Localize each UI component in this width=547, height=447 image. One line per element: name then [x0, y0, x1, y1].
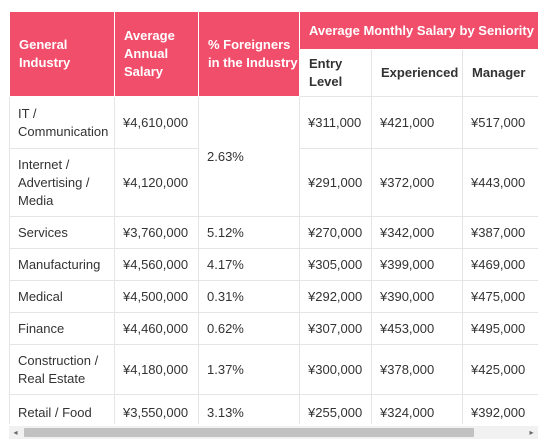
cell-experienced: ¥421,000 [371, 96, 463, 149]
table-row: Medical ¥4,500,000 0.31% ¥292,000 ¥390,0… [9, 280, 538, 313]
table-row: Services ¥3,760,000 5.12% ¥270,000 ¥342,… [9, 216, 538, 249]
cell-experienced: ¥342,000 [371, 216, 463, 249]
salary-table: General Industry Average Annual Salary %… [9, 11, 538, 424]
cell-entry: ¥307,000 [299, 312, 372, 345]
cell-entry: ¥311,000 [299, 96, 372, 149]
cell-manager: ¥517,000 [462, 96, 538, 149]
cell-experienced: ¥372,000 [371, 148, 463, 217]
scroll-right-arrow-icon[interactable]: ▸ [529, 428, 534, 437]
cell-experienced: ¥324,000 [371, 394, 463, 424]
cell-annual: ¥3,760,000 [114, 216, 199, 249]
cell-manager: ¥475,000 [462, 280, 538, 313]
cell-annual: ¥4,610,000 [114, 96, 199, 149]
cell-entry: ¥255,000 [299, 394, 372, 424]
header-monthly-salary-group: Average Monthly Salary by Seniority [299, 11, 538, 50]
header-average-annual-salary: Average Annual Salary [114, 11, 199, 97]
cell-foreigners: 5.12% [198, 216, 300, 249]
cell-foreigners: 3.13% [198, 394, 300, 424]
cell-annual: ¥4,500,000 [114, 280, 199, 313]
table-row: Internet / Advertising / Media ¥4,120,00… [9, 148, 538, 217]
table-row: Construction / Real Estate ¥4,180,000 1.… [9, 344, 538, 395]
cell-foreigners: 1.37% [198, 344, 300, 395]
cell-industry: Medical [9, 280, 115, 313]
cell-industry: Services [9, 216, 115, 249]
cell-experienced: ¥453,000 [371, 312, 463, 345]
table-row: Manufacturing ¥4,560,000 4.17% ¥305,000 … [9, 248, 538, 281]
cell-experienced: ¥378,000 [371, 344, 463, 395]
cell-annual: ¥4,560,000 [114, 248, 199, 281]
cell-entry: ¥291,000 [299, 148, 372, 217]
cell-entry: ¥292,000 [299, 280, 372, 313]
cell-manager: ¥495,000 [462, 312, 538, 345]
cell-manager: ¥469,000 [462, 248, 538, 281]
cell-entry: ¥305,000 [299, 248, 372, 281]
table-row: Finance ¥4,460,000 0.62% ¥307,000 ¥453,0… [9, 312, 538, 345]
cell-annual: ¥3,550,000 [114, 394, 199, 424]
cell-industry: Manufacturing [9, 248, 115, 281]
cell-foreigners: 4.17% [198, 248, 300, 281]
cell-foreigners: 0.31% [198, 280, 300, 313]
scrollbar-thumb[interactable] [24, 428, 474, 437]
cell-entry: ¥300,000 [299, 344, 372, 395]
cell-experienced: ¥390,000 [371, 280, 463, 313]
cell-industry: IT / Communication [9, 96, 115, 149]
cell-annual: ¥4,460,000 [114, 312, 199, 345]
table-row: Retail / Food ¥3,550,000 3.13% ¥255,000 … [9, 394, 538, 424]
cell-experienced: ¥399,000 [371, 248, 463, 281]
cell-industry: Finance [9, 312, 115, 345]
cell-industry: Internet / Advertising / Media [9, 148, 115, 217]
cell-manager: ¥387,000 [462, 216, 538, 249]
cell-industry: Retail / Food [9, 394, 115, 424]
cell-annual: ¥4,180,000 [114, 344, 199, 395]
header-manager: Manager [462, 49, 538, 97]
table-row: IT / Communication ¥4,610,000 2.63% ¥311… [9, 96, 538, 217]
header-entry-level: Entry Level [299, 49, 372, 97]
cell-entry: ¥270,000 [299, 216, 372, 249]
horizontal-scrollbar[interactable]: ◂ ▸ [9, 426, 538, 439]
header-general-industry: General Industry [9, 11, 115, 97]
cell-annual: ¥4,120,000 [114, 148, 199, 217]
header-experienced: Experienced [371, 49, 463, 97]
scroll-left-arrow-icon[interactable]: ◂ [13, 428, 18, 437]
cell-foreigners: 0.62% [198, 312, 300, 345]
salary-table-container: General Industry Average Annual Salary %… [9, 11, 538, 424]
cell-manager: ¥392,000 [462, 394, 538, 424]
cell-foreigners-merged: 2.63% [198, 96, 300, 217]
cell-manager: ¥425,000 [462, 344, 538, 395]
header-percent-foreigners: % Foreigners in the Industry [198, 11, 300, 97]
cell-industry: Construction / Real Estate [9, 344, 115, 395]
cell-manager: ¥443,000 [462, 148, 538, 217]
